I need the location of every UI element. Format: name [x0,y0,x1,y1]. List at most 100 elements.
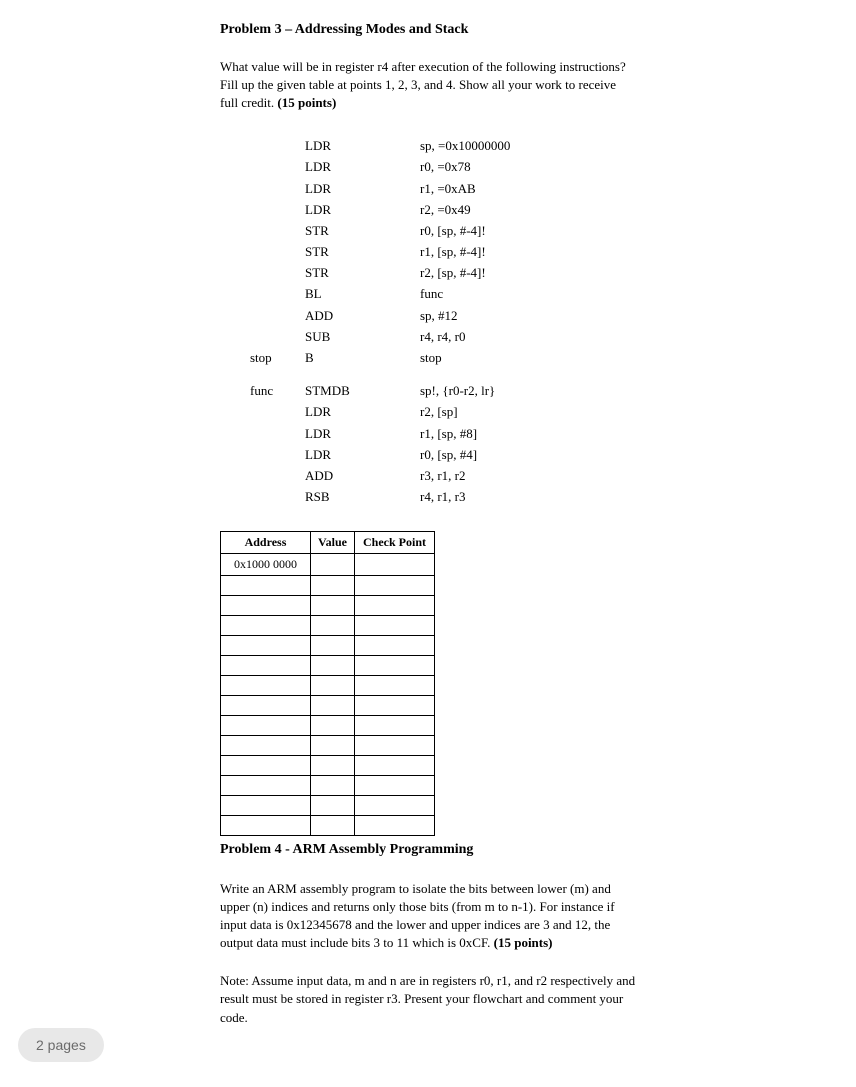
table-row [221,815,435,835]
code-instruction: STR [305,264,420,282]
table-row [221,735,435,755]
memory-table: AddressValueCheck Point0x1000 0000 [220,531,435,836]
problem4-desc-text: Write an ARM assembly program to isolate… [220,881,615,951]
code-line: STRr0, [sp, #-4]! [250,222,636,240]
table-cell [355,735,435,755]
table-row [221,575,435,595]
code-line: RSBr4, r1, r3 [250,488,636,506]
table-cell [221,655,311,675]
code-line: LDRr2, =0x49 [250,201,636,219]
table-cell [355,615,435,635]
code-label: stop [250,349,305,367]
table-cell [221,795,311,815]
code-operand: r0, =0x78 [420,158,636,176]
code-label [250,425,305,443]
code-label [250,328,305,346]
table-header-cell: Check Point [355,532,435,554]
table-cell [311,635,355,655]
code-operand: sp, #12 [420,307,636,325]
problem4-title: Problem 4 - ARM Assembly Programming [220,840,636,860]
table-row [221,715,435,735]
table-cell [221,735,311,755]
table-row: 0x1000 0000 [221,554,435,576]
table-cell [355,695,435,715]
code-label [250,222,305,240]
code-label [250,488,305,506]
code-operand: r2, [sp, #-4]! [420,264,636,282]
code-label [250,467,305,485]
code-instruction: RSB [305,488,420,506]
table-cell [221,675,311,695]
code-label [250,158,305,176]
code-label [250,307,305,325]
table-cell [221,815,311,835]
code-operand: r0, [sp, #-4]! [420,222,636,240]
table-cell [221,615,311,635]
table-cell [311,575,355,595]
table-cell [221,575,311,595]
table-cell [311,554,355,576]
code-instruction: LDR [305,137,420,155]
code-operand: r4, r4, r0 [420,328,636,346]
code-instruction: LDR [305,403,420,421]
table-row [221,675,435,695]
code-line: LDRsp, =0x10000000 [250,137,636,155]
table-row [221,655,435,675]
table-cell [311,595,355,615]
table-header-row: AddressValueCheck Point [221,532,435,554]
code-line: LDRr1, =0xAB [250,180,636,198]
problem3-description: What value will be in register r4 after … [220,58,636,113]
code-line: STRr2, [sp, #-4]! [250,264,636,282]
table-cell [355,795,435,815]
code-label [250,403,305,421]
table-cell: 0x1000 0000 [221,554,311,576]
code-block-main: LDRsp, =0x10000000LDRr0, =0x78LDRr1, =0x… [250,137,636,367]
code-label: func [250,382,305,400]
table-cell [311,695,355,715]
code-line: ADDsp, #12 [250,307,636,325]
code-instruction: STR [305,222,420,240]
code-operand: r2, =0x49 [420,201,636,219]
code-line: BLfunc [250,285,636,303]
table-cell [311,815,355,835]
table-cell [355,575,435,595]
table-cell [311,755,355,775]
table-cell [221,595,311,615]
code-operand: stop [420,349,636,367]
code-label [250,243,305,261]
code-instruction: STMDB [305,382,420,400]
code-label [250,264,305,282]
code-line: LDRr0, [sp, #4] [250,446,636,464]
code-operand: r3, r1, r2 [420,467,636,485]
code-line: LDRr0, =0x78 [250,158,636,176]
code-label [250,285,305,303]
code-instruction: LDR [305,158,420,176]
code-line: LDRr1, [sp, #8] [250,425,636,443]
problem3-points: (15 points) [277,95,336,110]
code-line: SUBr4, r4, r0 [250,328,636,346]
table-cell [311,675,355,695]
table-cell [355,775,435,795]
table-cell [355,655,435,675]
table-cell [311,775,355,795]
table-cell [311,795,355,815]
table-cell [221,635,311,655]
table-cell [221,755,311,775]
code-operand: func [420,285,636,303]
code-instruction: ADD [305,307,420,325]
table-header-cell: Value [311,532,355,554]
table-cell [355,635,435,655]
table-cell [355,595,435,615]
table-cell [355,715,435,735]
code-operand: r1, =0xAB [420,180,636,198]
code-label [250,180,305,198]
code-instruction: SUB [305,328,420,346]
table-row [221,635,435,655]
code-instruction: ADD [305,467,420,485]
code-line: funcSTMDBsp!, {r0-r2, lr} [250,382,636,400]
table-row [221,595,435,615]
table-cell [221,775,311,795]
code-instruction: LDR [305,446,420,464]
code-instruction: B [305,349,420,367]
problem4-note: Note: Assume input data, m and n are in … [220,972,636,1027]
